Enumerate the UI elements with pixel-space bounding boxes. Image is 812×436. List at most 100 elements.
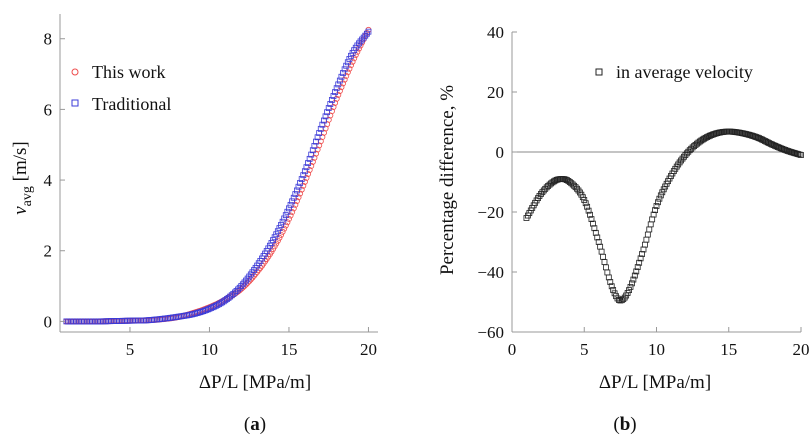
data-point-traditional	[230, 290, 237, 297]
data-point-in-average-velocity	[796, 151, 803, 158]
data-point-traditional	[344, 59, 351, 66]
data-point-traditional	[354, 42, 361, 49]
panel-a-y-axis-label: vavg [m/s]	[10, 141, 35, 215]
data-point-traditional	[365, 28, 372, 35]
data-point-in-average-velocity	[646, 226, 653, 233]
data-point-this-work	[282, 222, 289, 229]
panel-b-x-tick-label: 15	[720, 340, 737, 359]
data-point-traditional	[348, 52, 354, 59]
panel-a-y-tick-label: 6	[44, 100, 53, 119]
data-point-traditional	[357, 38, 364, 45]
data-point-traditional	[309, 147, 316, 154]
data-point-traditional	[289, 198, 296, 205]
data-point-traditional	[271, 234, 278, 241]
data-point-traditional	[217, 300, 224, 307]
panel-a-caption-open: (	[244, 414, 250, 435]
panel-b-y-tick-label: 20	[487, 83, 504, 102]
data-point-traditional	[243, 277, 249, 284]
data-point-traditional	[313, 138, 319, 145]
panel-a-x-tick-label: 20	[360, 340, 377, 359]
data-point-in-average-velocity	[600, 253, 606, 260]
data-point-traditional	[295, 183, 302, 190]
data-point-traditional	[335, 81, 342, 88]
data-point-in-average-velocity	[590, 220, 596, 227]
panel-b-x-tick-label: 0	[508, 340, 517, 359]
data-point-traditional	[311, 143, 318, 149]
data-point-traditional	[300, 172, 307, 179]
data-point-in-average-velocity	[597, 243, 604, 250]
data-point-in-average-velocity	[656, 195, 663, 202]
data-point-traditional	[362, 32, 369, 39]
data-point-in-average-velocity	[633, 268, 640, 275]
data-point-traditional	[346, 56, 353, 62]
data-point-in-average-velocity	[594, 234, 601, 241]
data-point-traditional	[332, 89, 338, 95]
legend-marker-in-average-velocity	[595, 68, 603, 76]
panel-a-x-axis-label: ΔP/L [MPa/m]	[199, 372, 311, 393]
panel-b-y-tick-label: −60	[477, 323, 504, 342]
data-point-traditional	[314, 134, 321, 141]
data-point-traditional	[317, 125, 324, 132]
legend-marker-traditional	[71, 99, 79, 107]
data-point-in-average-velocity	[630, 276, 637, 283]
data-point-in-average-velocity	[647, 221, 654, 228]
data-point-traditional	[239, 281, 246, 288]
data-point-traditional	[325, 105, 332, 111]
data-point-traditional	[316, 130, 323, 136]
panel-b-x-axis-label: ΔP/L [MPa/m]	[599, 372, 711, 393]
data-point-traditional	[322, 113, 329, 120]
data-point-in-average-velocity	[657, 192, 664, 199]
data-point-traditional	[282, 212, 289, 219]
data-point-traditional	[341, 66, 348, 73]
data-point-in-average-velocity	[655, 199, 661, 206]
series-in-average-velocity	[523, 128, 804, 304]
legend-label-this-work: This work	[92, 62, 166, 82]
data-point-traditional	[328, 97, 335, 103]
panel-b-caption-close: )	[630, 414, 636, 435]
panel-a-x-ticks: 5 10 15 20	[126, 327, 377, 359]
data-point-traditional	[343, 62, 350, 69]
panel-a-y-tick-label: 4	[44, 171, 53, 190]
panel-b-legend: in average velocity	[595, 62, 753, 82]
data-point-traditional	[235, 286, 241, 293]
data-point-in-average-velocity	[643, 236, 650, 243]
data-point-traditional	[359, 36, 366, 43]
panel-a-y-tick-label: 0	[44, 312, 53, 331]
panel-a-x-tick-label: 15	[280, 340, 297, 359]
data-point-in-average-velocity	[610, 287, 617, 293]
panel-b-x-tick-label: 20	[793, 340, 810, 359]
panel-b-y-tick-label: −40	[477, 263, 504, 282]
series-traditional	[63, 28, 372, 325]
panel-b: 0 5 10 15 20 −60 −40 −20 0 20 40 ΔP/L [MPa/m] Per…	[437, 23, 810, 435]
data-point-in-average-velocity	[607, 279, 614, 285]
data-point-traditional	[292, 191, 299, 198]
data-point-traditional	[303, 164, 310, 171]
data-point-traditional	[306, 155, 313, 162]
data-point-traditional	[340, 70, 346, 76]
data-point-traditional	[298, 176, 305, 182]
panel-a-caption: (a)	[244, 414, 266, 435]
panel-a-y-ticks: 0 2 4 6 8	[44, 30, 65, 331]
data-point-in-average-velocity	[601, 259, 608, 265]
data-point-traditional	[246, 273, 253, 280]
data-point-traditional	[287, 201, 294, 208]
data-point-traditional	[324, 109, 331, 116]
data-point-traditional	[274, 228, 281, 235]
data-point-traditional	[336, 77, 343, 84]
panel-a-y-axis-subscript: avg	[20, 186, 35, 206]
data-point-traditional	[279, 218, 286, 225]
panel-a-caption-close: )	[260, 414, 266, 435]
legend-marker-this-work	[71, 68, 79, 76]
data-point-in-average-velocity	[631, 272, 638, 279]
panel-b-y-tick-label: −20	[477, 203, 504, 222]
panel-a: 5 10 15 20 0 2 4 6 8 ΔP/L [MPa/m] vavg [m/s] Th…	[10, 14, 378, 435]
data-point-traditional	[301, 168, 308, 175]
data-point-this-work	[365, 26, 372, 33]
panel-b-y-axis-label: Percentage difference, %	[437, 85, 458, 275]
data-point-in-average-velocity	[634, 264, 641, 271]
panel-b-caption-letter: b	[620, 414, 631, 435]
panel-b-x-tick-label: 5	[580, 340, 589, 359]
data-point-traditional	[281, 215, 288, 222]
panel-b-y-ticks: −60 −40 −20 0 20 40	[477, 23, 517, 342]
